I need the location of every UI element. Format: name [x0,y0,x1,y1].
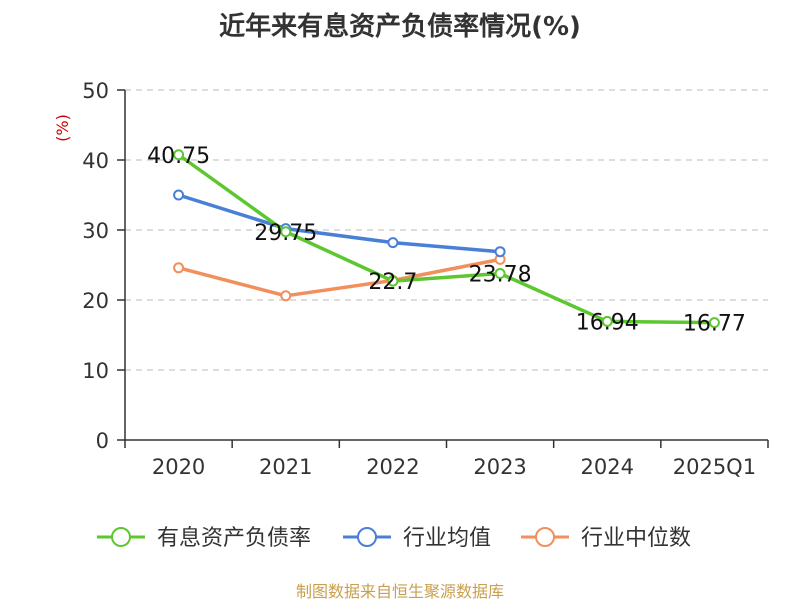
chart-title: 近年来有息资产负债率情况(%) [219,12,581,42]
series-point[interactable] [280,290,292,302]
y-tick-label: 0 [96,429,109,453]
data-label: 16.77 [683,312,746,337]
legend-item-2[interactable]: 行业中位数 [521,526,691,551]
data-label: 23.78 [469,263,532,288]
data-label: 22.7 [368,270,417,295]
legend-label: 有息资产负债率 [157,526,311,551]
legend-item-1[interactable]: 行业均值 [343,526,491,551]
x-tick-label: 2022 [366,455,419,479]
legend[interactable]: 有息资产负债率 行业均值 行业中位数 [97,526,691,551]
legend-swatch-marker [535,527,555,547]
series-line-2 [178,257,501,298]
series-point[interactable] [494,268,506,280]
series-point[interactable] [708,317,720,329]
data-label: 29.75 [254,221,317,246]
series-point[interactable] [173,262,185,274]
source-note: 制图数据来自恒生聚源数据库 [295,582,504,601]
data-label: 16.94 [576,310,639,335]
series-point[interactable] [173,149,185,161]
series-point[interactable] [601,315,613,327]
series-point[interactable] [387,275,399,287]
axes [117,89,769,448]
legend-swatch-marker [111,527,131,547]
legend-label: 行业中位数 [581,526,691,551]
legend-item-0[interactable]: 有息资产负债率 [97,526,311,551]
series-point[interactable] [173,189,185,201]
y-tick-label: 40 [82,149,109,173]
x-tick-label: 2024 [581,455,634,479]
x-tick-label: 2025Q1 [673,455,756,479]
data-labels: 40.75 29.75 22.7 23.78 16.94 16.77 [147,144,746,337]
series-group [173,149,720,329]
x-tick-label: 2023 [473,455,526,479]
series-point[interactable] [280,226,292,238]
series-point[interactable] [494,246,506,258]
x-tick-label: 2021 [259,455,312,479]
series-line-1 [178,193,501,254]
grid-lines [125,89,768,371]
data-label: 40.75 [147,144,210,169]
y-tick-label: 50 [82,79,109,103]
series-line-0 [177,153,715,325]
legend-label: 行业均值 [403,526,491,551]
y-tick-label: 20 [82,289,109,313]
series-point[interactable] [387,237,399,249]
y-tick-labels: 0 10 20 30 40 50 [82,79,109,453]
y-axis-label: (%) [53,114,72,142]
x-tick-labels: 2020 2021 2022 2023 2024 2025Q1 [152,455,756,479]
y-tick-label: 30 [82,219,109,243]
y-tick-label: 10 [82,359,109,383]
x-tick-label: 2020 [152,455,205,479]
legend-swatch-marker [357,527,377,547]
